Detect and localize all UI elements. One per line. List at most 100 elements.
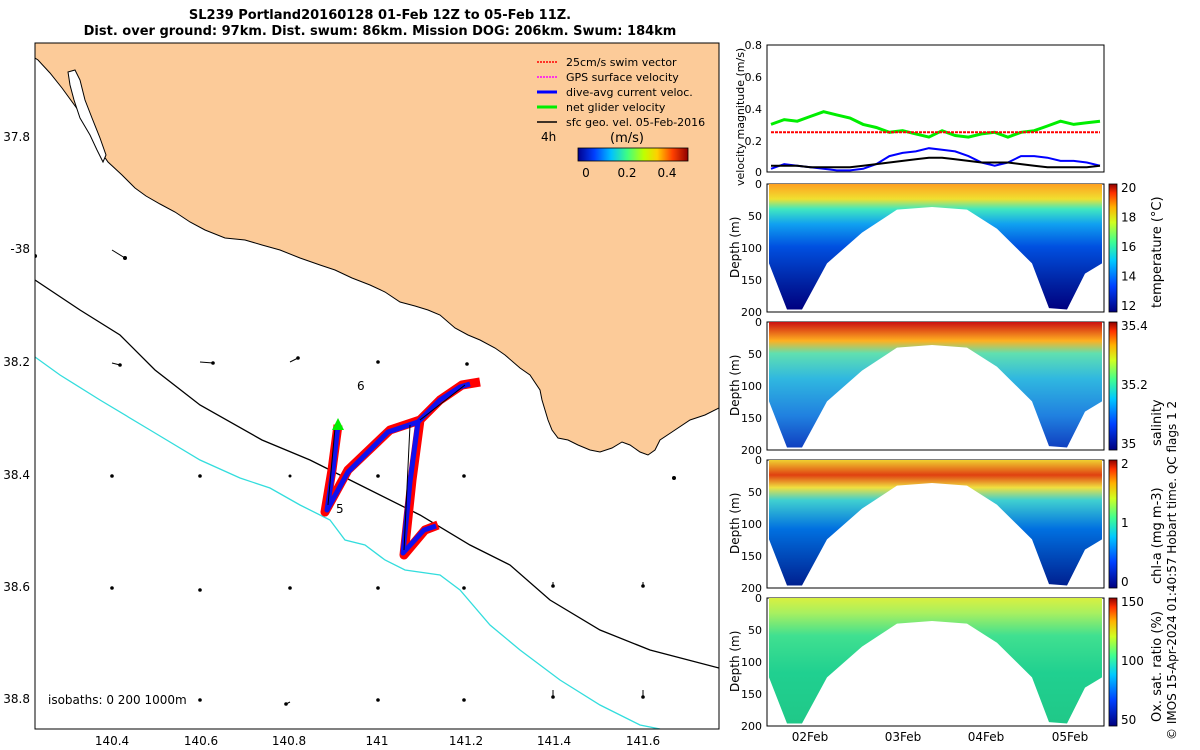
map-ytick: 37.8 — [3, 130, 30, 144]
isobath-label: isobaths: 0 200 1000m — [48, 693, 187, 707]
depth-tick: 50 — [748, 486, 762, 499]
time-xtick: 05Feb — [1052, 730, 1089, 744]
legend-net-glider: net glider velocity — [566, 101, 666, 114]
colorbar-tick: 12 — [1121, 299, 1136, 313]
colorbar-label: salinity — [1150, 399, 1165, 446]
colorbar-tick: 0 — [1121, 575, 1129, 589]
map-xtick: 141 — [366, 734, 389, 748]
map-ytick: 38.8 — [3, 692, 30, 706]
velocity-colorbar — [577, 147, 689, 162]
depth-tick: 150 — [741, 688, 762, 701]
depth-tick: 0 — [755, 592, 762, 605]
land-area — [35, 43, 719, 456]
map-ytick: 38.6 — [3, 580, 30, 594]
depth-tick: 50 — [748, 624, 762, 637]
glider-start-marker — [332, 418, 344, 430]
profile-panel: 20 18 16 14 12 temperature (°C) 0 50 100 150 200 De… — [728, 178, 1165, 319]
colorbar-label: temperature (°C) — [1150, 196, 1165, 308]
velocity-series-line — [770, 110, 1101, 139]
time-xtick: 04Feb — [968, 730, 1005, 744]
map-frame — [34, 42, 720, 730]
depth-tick: 100 — [741, 656, 762, 669]
velocity-series-line — [771, 156, 1101, 169]
map-ytick: 38.2 — [3, 355, 30, 369]
colorbar-tick: 20 — [1121, 181, 1136, 195]
legend-sfc-geo: sfc geo. vel. 05-Feb-2016 — [566, 116, 705, 129]
depth-ylabel: Depth (m) — [728, 355, 742, 416]
velocity-y-ticks: 0.8 0.6 0.4 0.2 0 — [745, 39, 763, 179]
depth-ylabel: Depth (m) — [728, 631, 742, 692]
velocity-series-line — [770, 147, 1101, 172]
glider-track-net — [327, 384, 466, 551]
depth-tick: 50 — [748, 210, 762, 223]
depth-tick: 0 — [755, 178, 762, 191]
colorbar-tick: 2 — [1121, 457, 1129, 471]
map-xtick: 141.4 — [537, 734, 571, 748]
profile-field — [769, 460, 1102, 586]
map-xtick: 140.8 — [272, 734, 306, 748]
isobath-200 — [35, 279, 719, 669]
colorbar-tick: 35.2 — [1121, 378, 1148, 392]
time-x-ticks: 02Feb 03Feb 04Feb 05Feb — [792, 730, 1089, 744]
depth-ylabel: Depth (m) — [728, 217, 742, 278]
depth-tick: 100 — [741, 242, 762, 255]
time-xtick: 03Feb — [885, 730, 922, 744]
depth-tick: 100 — [741, 518, 762, 531]
depth-ylabel: Depth (m) — [728, 493, 742, 554]
colorbar-tick: 35.4 — [1121, 319, 1148, 333]
depth-tick: 200 — [741, 306, 762, 319]
depth-tick: 150 — [741, 550, 762, 563]
map-panel: 6 5 isobaths: 0 200 1000m 25cm/s swim ve… — [3, 42, 720, 748]
colorbar-tick: 16 — [1121, 240, 1136, 254]
map-xtick: 141.2 — [449, 734, 483, 748]
depth-tick: 150 — [741, 274, 762, 287]
profile-panel: 2 1 0 chl-a (mg m-3) 0 50 100 150 200 Depth (m) — [728, 454, 1165, 595]
velocity-frame — [766, 44, 1105, 173]
depth-tick: 50 — [748, 348, 762, 361]
map-ytick: -38 — [10, 242, 30, 256]
legend-dive-avg: dive-avg current veloc. — [566, 86, 693, 99]
colorbar-tick: 150 — [1121, 595, 1144, 609]
velocity-ytick: 0.6 — [745, 71, 763, 84]
map-legend: 25cm/s swim vector GPS surface velocity … — [537, 56, 705, 129]
legend-gps-velocity: GPS surface velocity — [566, 71, 679, 84]
map-xtick: 141.6 — [626, 734, 660, 748]
sfc-geo-vectors — [35, 249, 676, 706]
colorbar-tick: 14 — [1121, 270, 1136, 284]
map-xtick: 140.4 — [95, 734, 129, 748]
velocity-series — [770, 110, 1101, 172]
isobath-1000 — [35, 356, 661, 729]
map-xtick: 140.6 — [184, 734, 218, 748]
map-ytick: 38.4 — [3, 468, 30, 482]
velocity-tick-0: 0 — [582, 166, 590, 180]
chart-title-line2: Dist. over ground: 97km. Dist. swum: 86k… — [83, 24, 677, 39]
colorbar-label: Ox. sat. ratio (%) — [1150, 611, 1165, 722]
map-x-ticks: 140.4 140.6 140.8 141 141.2 141.4 141.6 — [95, 734, 660, 748]
colorbar-tick: 35 — [1121, 437, 1136, 451]
time-label: 4h — [541, 130, 556, 144]
colorbar-tick: 18 — [1121, 211, 1136, 225]
profile-field — [769, 184, 1102, 310]
map-y-ticks: 37.8 -38 38.2 38.4 38.6 38.8 — [3, 130, 30, 706]
colorbar-tick: 100 — [1121, 654, 1144, 668]
velocity-ytick: 0.2 — [745, 135, 763, 148]
velocity-ytick: 0.4 — [745, 103, 763, 116]
colorbar-label: chl-a (mg m-3) — [1150, 487, 1165, 584]
profile-panel: 150 100 50 Ox. sat. ratio (%) 0 50 100 150 200 De… — [728, 592, 1165, 733]
velocity-ytick: 0.8 — [745, 39, 763, 52]
profile-colorbar — [1108, 183, 1118, 313]
velocity-ylabel: velocity magnitude (m/s) — [734, 48, 747, 186]
depth-tick: 200 — [741, 720, 762, 733]
time-xtick: 02Feb — [792, 730, 829, 744]
depth-tick: 0 — [755, 454, 762, 467]
depth-tick: 200 — [741, 444, 762, 457]
depth-tick: 200 — [741, 582, 762, 595]
profile-field — [769, 322, 1102, 448]
profile-colorbar — [1108, 597, 1118, 727]
velocity-colorbar-title: (m/s) — [610, 131, 644, 146]
colorbar-tick: 50 — [1121, 713, 1136, 727]
track-marker-5: 5 — [336, 502, 344, 516]
profile-field — [769, 598, 1102, 724]
depth-tick: 0 — [755, 316, 762, 329]
